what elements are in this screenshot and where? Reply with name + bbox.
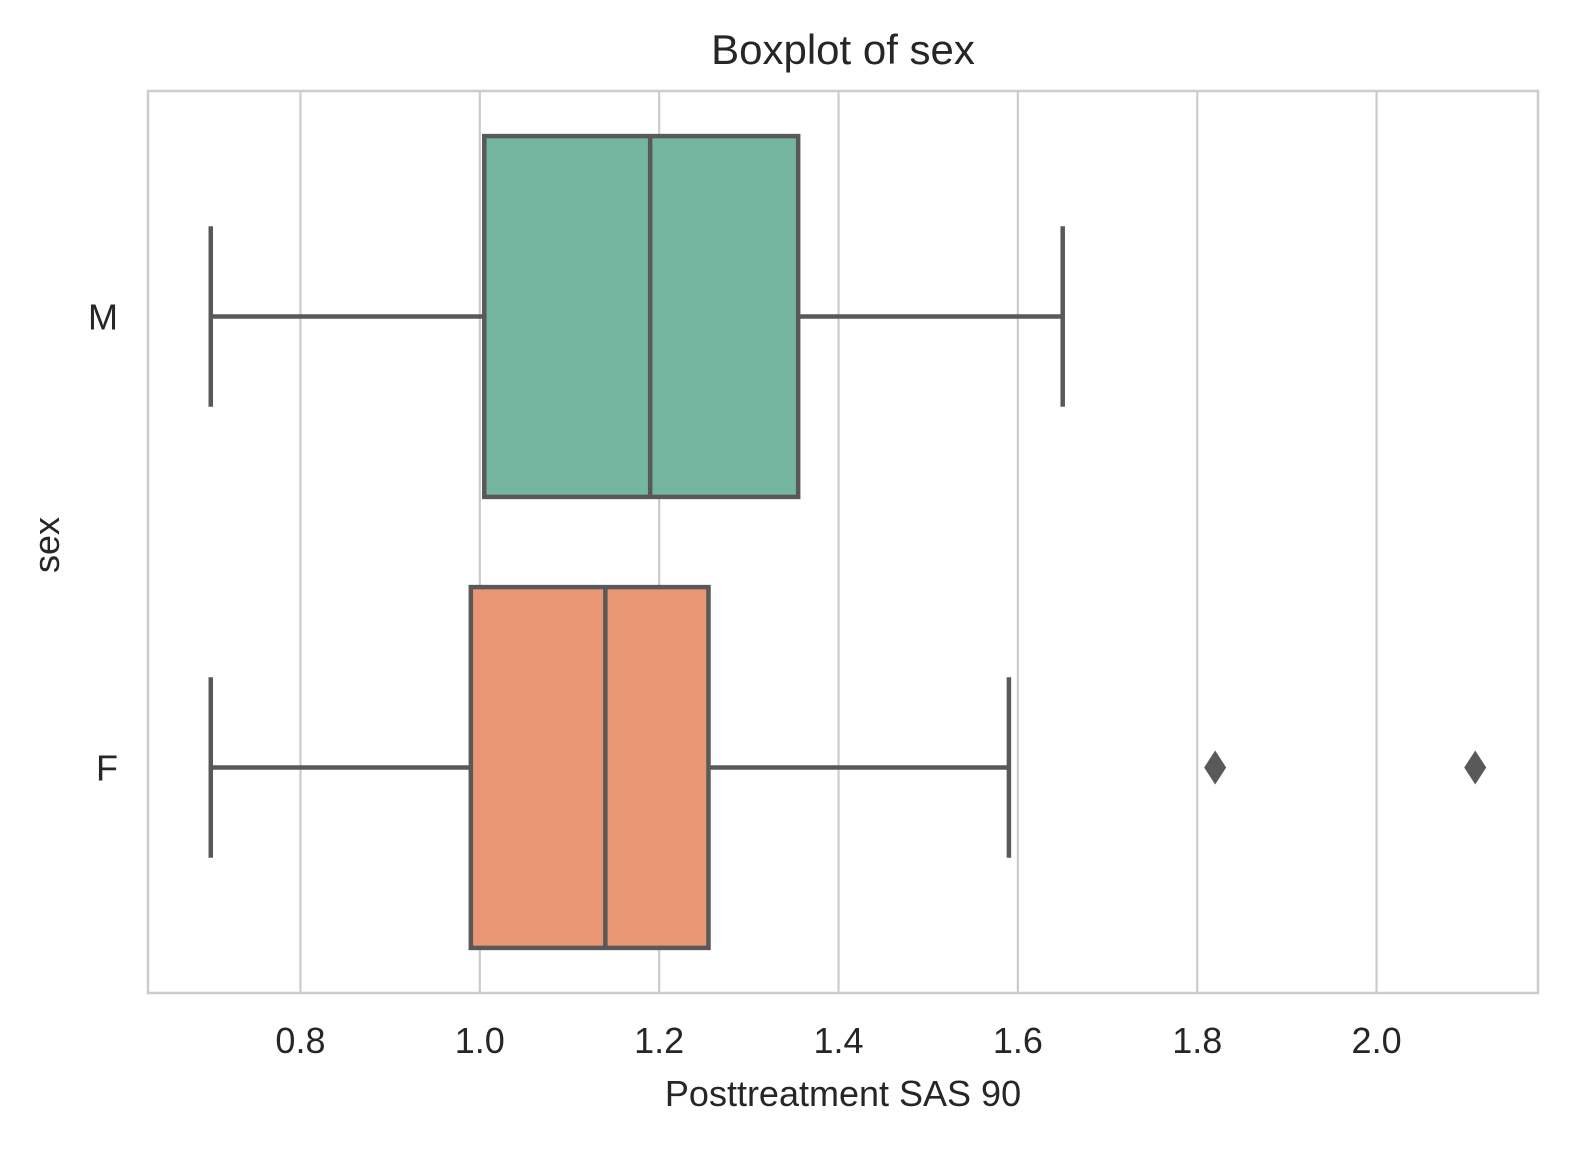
x-tick-label: 1.2 [634, 1020, 684, 1061]
y-tick-labels: MF [88, 297, 118, 789]
box-group-f [208, 584, 1487, 951]
x-tick-label: 1.6 [993, 1020, 1043, 1061]
chart-title: Boxplot of sex [711, 26, 975, 73]
x-tick-label: 1.0 [455, 1020, 505, 1061]
x-tick-label: 1.8 [1172, 1020, 1222, 1061]
x-tick-labels: 0.8 1.0 1.2 1.4 1.6 1.8 2.0 [275, 1020, 1401, 1061]
y-axis-label: sex [26, 517, 67, 573]
iqr-box [482, 133, 801, 500]
y-tick-label: M [88, 297, 118, 338]
y-tick-label: F [96, 748, 118, 789]
boxes [208, 133, 1487, 951]
outlier-point [1464, 750, 1487, 785]
box-group-m [208, 133, 1065, 500]
grid-lines [299, 91, 1378, 993]
plot-frame [146, 89, 1540, 995]
x-axis-label: Posttreatment SAS 90 [665, 1073, 1021, 1114]
outlier-point [1204, 750, 1227, 785]
iqr-box [468, 584, 711, 951]
x-tick-label: 2.0 [1352, 1020, 1402, 1061]
x-tick-label: 0.8 [275, 1020, 325, 1061]
x-tick-label: 1.4 [813, 1020, 863, 1061]
